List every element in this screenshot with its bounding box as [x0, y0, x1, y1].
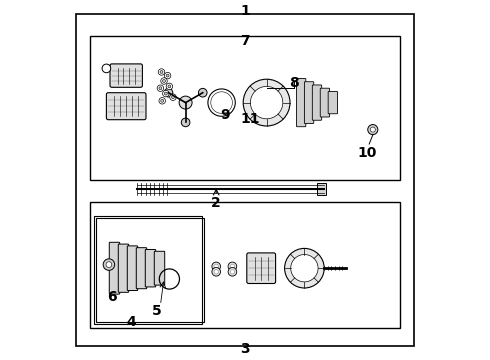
Circle shape: [102, 64, 111, 73]
FancyBboxPatch shape: [109, 242, 120, 294]
Circle shape: [161, 78, 167, 84]
FancyBboxPatch shape: [328, 91, 338, 114]
Bar: [94, 216, 202, 324]
FancyBboxPatch shape: [312, 85, 321, 120]
Circle shape: [161, 99, 164, 102]
Circle shape: [164, 72, 171, 79]
Circle shape: [106, 262, 112, 267]
FancyBboxPatch shape: [320, 88, 330, 117]
Circle shape: [228, 267, 237, 276]
Circle shape: [163, 80, 166, 82]
Circle shape: [157, 85, 164, 91]
Circle shape: [250, 86, 283, 119]
Circle shape: [230, 264, 235, 269]
Text: 7: 7: [240, 35, 250, 48]
Circle shape: [159, 98, 166, 104]
Circle shape: [158, 69, 165, 75]
Circle shape: [164, 92, 167, 95]
Text: 1: 1: [240, 4, 250, 18]
Circle shape: [181, 118, 190, 127]
FancyBboxPatch shape: [110, 64, 143, 87]
FancyBboxPatch shape: [106, 93, 146, 120]
FancyBboxPatch shape: [118, 244, 129, 292]
Circle shape: [198, 89, 207, 97]
Text: 8: 8: [289, 76, 298, 90]
Circle shape: [179, 96, 192, 109]
FancyBboxPatch shape: [304, 82, 314, 123]
Circle shape: [166, 74, 169, 77]
Text: 9: 9: [220, 108, 230, 122]
Circle shape: [166, 83, 172, 90]
Text: 2: 2: [211, 197, 221, 210]
Text: 11: 11: [241, 112, 260, 126]
Circle shape: [243, 79, 290, 126]
Text: 5: 5: [152, 305, 162, 318]
Circle shape: [170, 94, 176, 100]
Circle shape: [168, 85, 171, 88]
Circle shape: [228, 262, 237, 271]
Text: 4: 4: [127, 315, 137, 329]
FancyBboxPatch shape: [136, 248, 147, 289]
Circle shape: [212, 262, 220, 271]
Circle shape: [291, 255, 318, 282]
Circle shape: [214, 270, 219, 274]
Circle shape: [103, 259, 115, 270]
FancyBboxPatch shape: [247, 253, 275, 284]
Circle shape: [164, 89, 173, 97]
Bar: [90, 202, 400, 328]
Circle shape: [160, 71, 163, 73]
Text: 3: 3: [240, 342, 250, 356]
Circle shape: [285, 248, 324, 288]
Circle shape: [368, 125, 378, 135]
FancyBboxPatch shape: [154, 251, 165, 285]
Circle shape: [370, 127, 375, 132]
Circle shape: [214, 264, 219, 269]
Text: 6: 6: [107, 290, 117, 304]
Circle shape: [172, 96, 174, 99]
FancyBboxPatch shape: [145, 249, 156, 287]
Circle shape: [159, 87, 162, 90]
Circle shape: [163, 90, 169, 97]
Circle shape: [212, 267, 220, 276]
Bar: [317, 183, 326, 195]
FancyBboxPatch shape: [296, 78, 306, 127]
Bar: [96, 218, 204, 322]
FancyBboxPatch shape: [127, 246, 138, 291]
Text: 10: 10: [358, 146, 377, 160]
Bar: [90, 36, 400, 180]
Circle shape: [230, 270, 235, 274]
